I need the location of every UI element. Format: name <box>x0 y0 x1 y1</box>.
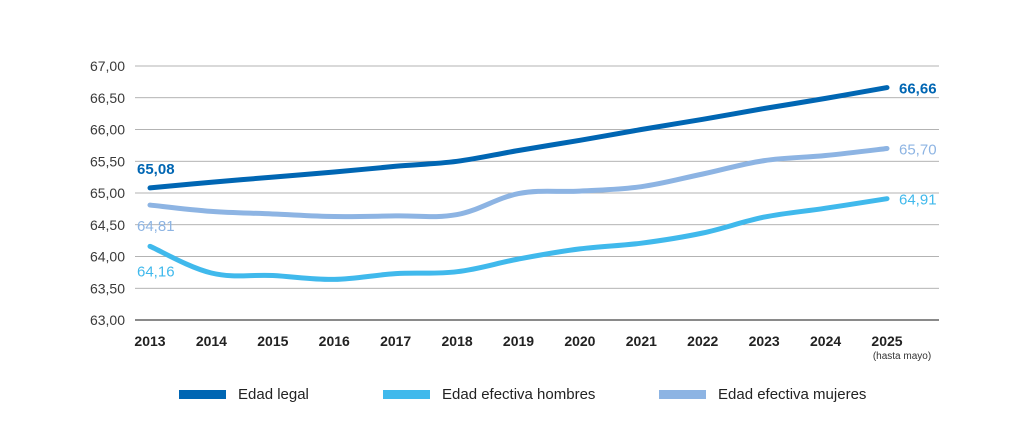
legend-swatch-edad-legal <box>179 389 226 399</box>
y-axis-ticks: 63,00 63,50 64,00 64,50 65,00 65,50 66,00 66,50… <box>90 58 125 328</box>
x-tick-label: 2013 <box>134 333 165 349</box>
legend-swatch-edad-efectiva-hombres <box>383 389 430 399</box>
data-point-edad-legal <box>762 106 767 111</box>
end-label-edad-efectiva-hombres: 64,91 <box>899 192 937 209</box>
data-point-edad-legal <box>885 85 890 90</box>
data-point-edad-efectiva-hombres <box>455 269 460 274</box>
x-tick-label: 2017 <box>380 333 411 349</box>
data-point-edad-efectiva-hombres <box>332 277 337 282</box>
start-label-edad-legal: 65,08 <box>137 161 175 178</box>
data-point-edad-efectiva-hombres <box>823 206 828 211</box>
data-point-edad-efectiva-mujeres <box>332 214 337 219</box>
series-line-edad-legal <box>147 85 890 191</box>
data-point-edad-efectiva-mujeres <box>700 171 705 176</box>
y-tick-label: 64,00 <box>90 249 125 265</box>
data-point-edad-efectiva-mujeres <box>270 211 275 216</box>
line-chart: 63,00 63,50 64,00 64,50 65,00 65,50 66,00 66,50… <box>90 58 939 362</box>
x-tick-label: 2025 <box>871 333 902 349</box>
data-point-edad-efectiva-hombres <box>209 271 214 276</box>
legend-label-edad-legal: Edad legal <box>238 385 309 403</box>
y-tick-label: 64,50 <box>90 217 125 233</box>
data-point-edad-legal <box>516 148 521 153</box>
data-point-edad-legal <box>639 127 644 132</box>
data-point-edad-legal <box>455 159 460 164</box>
end-label-edad-efectiva-mujeres: 65,70 <box>899 142 937 159</box>
legend-label-edad-efectiva-hombres: Edad efectiva hombres <box>442 385 596 403</box>
end-label-edad-legal: 66,66 <box>899 81 937 98</box>
series-line-edad-efectiva-hombres <box>147 196 890 282</box>
x-tick-note: (hasta mayo) <box>873 351 931 362</box>
data-labels: 65,08 66,66 64,16 64,91 64,81 65,70 <box>137 81 937 281</box>
legend-swatch-edad-efectiva-mujeres <box>659 389 706 399</box>
y-tick-label: 65,00 <box>90 185 125 201</box>
data-point-edad-efectiva-hombres <box>270 273 275 278</box>
data-point-edad-efectiva-hombres <box>393 271 398 276</box>
y-tick-label: 66,50 <box>90 90 125 106</box>
start-label-edad-efectiva-hombres: 64,16 <box>137 263 175 280</box>
y-tick-label: 67,00 <box>90 58 125 74</box>
data-point-edad-legal <box>148 185 153 190</box>
data-point-edad-efectiva-hombres <box>885 196 890 201</box>
data-point-edad-legal <box>577 138 582 143</box>
x-tick-label: 2021 <box>626 333 657 349</box>
data-point-edad-efectiva-mujeres <box>516 191 521 196</box>
data-point-edad-legal <box>823 96 828 101</box>
series-line-edad-efectiva-mujeres <box>147 146 890 220</box>
data-point-edad-efectiva-mujeres <box>885 146 890 151</box>
series-lines <box>147 85 890 282</box>
data-point-edad-efectiva-mujeres <box>577 189 582 194</box>
x-tick-label: 2024 <box>810 333 841 349</box>
data-point-edad-efectiva-hombres <box>700 231 705 236</box>
y-tick-label: 65,50 <box>90 153 125 169</box>
data-point-edad-efectiva-hombres <box>516 257 521 262</box>
start-label-edad-efectiva-mujeres: 64,81 <box>137 218 175 235</box>
data-point-edad-efectiva-hombres <box>148 244 153 249</box>
data-point-edad-efectiva-mujeres <box>148 203 153 208</box>
x-tick-label: 2014 <box>196 333 227 349</box>
data-point-edad-efectiva-hombres <box>577 246 582 251</box>
x-tick-label: 2019 <box>503 333 534 349</box>
data-point-edad-legal <box>393 164 398 169</box>
data-point-edad-efectiva-mujeres <box>209 209 214 214</box>
data-point-edad-legal <box>270 175 275 180</box>
y-tick-label: 63,00 <box>90 312 125 328</box>
legend-item-edad-efectiva-mujeres: Edad efectiva mujeres <box>659 380 866 408</box>
y-tick-label: 63,50 <box>90 280 125 296</box>
x-axis-ticks: 2013 2014 2015 2016 2017 2018 2019 2020 2021 2022… <box>134 333 931 362</box>
data-point-edad-efectiva-mujeres <box>762 158 767 163</box>
legend: Edad legal Edad efectiva hombres Edad ef… <box>0 380 1024 410</box>
data-point-edad-efectiva-hombres <box>762 215 767 220</box>
legend-item-edad-efectiva-hombres: Edad efectiva hombres <box>383 380 595 408</box>
x-tick-label: 2016 <box>319 333 350 349</box>
legend-label-edad-efectiva-mujeres: Edad efectiva mujeres <box>718 385 867 403</box>
x-tick-label: 2023 <box>749 333 780 349</box>
data-point-edad-legal <box>700 117 705 122</box>
data-point-edad-efectiva-hombres <box>639 241 644 246</box>
x-tick-label: 2022 <box>687 333 718 349</box>
x-tick-label: 2018 <box>442 333 473 349</box>
x-tick-label: 2020 <box>564 333 595 349</box>
y-tick-label: 66,00 <box>90 122 125 138</box>
data-point-edad-efectiva-mujeres <box>639 184 644 189</box>
data-point-edad-efectiva-mujeres <box>393 213 398 218</box>
data-point-edad-legal <box>332 170 337 175</box>
data-point-edad-legal <box>209 180 214 185</box>
x-tick-label: 2015 <box>257 333 288 349</box>
legend-item-edad-legal: Edad legal <box>179 380 309 408</box>
data-point-edad-efectiva-mujeres <box>823 153 828 158</box>
data-point-edad-efectiva-mujeres <box>455 212 460 217</box>
